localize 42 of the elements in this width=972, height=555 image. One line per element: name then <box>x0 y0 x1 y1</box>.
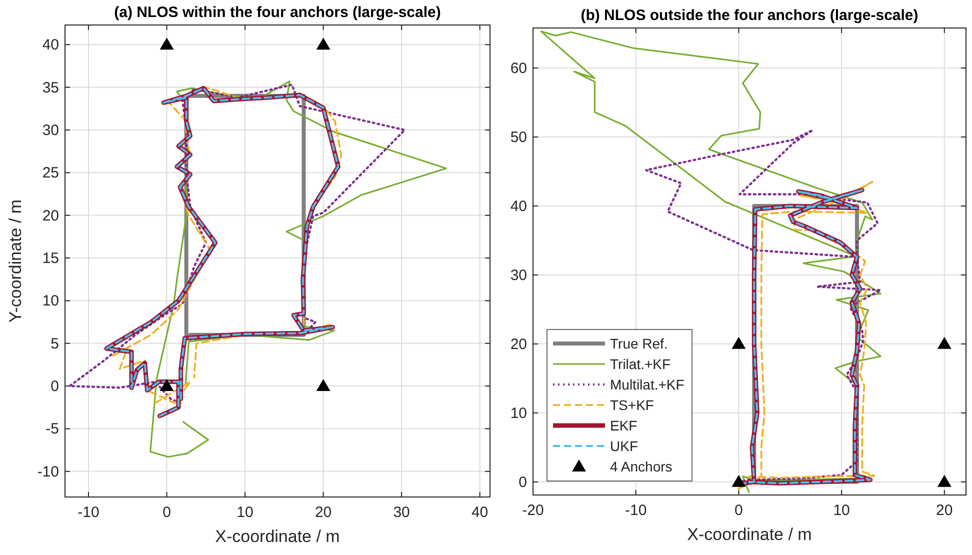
x-tick-label: 40 <box>471 504 488 521</box>
y-tick-label: 35 <box>42 79 59 96</box>
x-tick-label: 30 <box>393 504 410 521</box>
y-tick-label: 0 <box>518 474 527 491</box>
x-tick-label: -20 <box>522 502 544 519</box>
legend-label: Trilat.+KF <box>610 356 671 372</box>
y-tick-label: 15 <box>42 250 59 268</box>
y-tick-label: 25 <box>42 164 59 182</box>
chart-title: (b) NLOS outside the four anchors (large-scale) <box>580 7 918 24</box>
y-tick-label: 40 <box>510 198 527 215</box>
y-tick-label: 30 <box>510 266 527 284</box>
x-tick-label: -10 <box>78 504 100 521</box>
chart-title: (a) NLOS within the four anchors (large-scale) <box>114 4 441 21</box>
y-tick-label: 40 <box>42 36 59 54</box>
x-tick-label: 0 <box>162 504 171 521</box>
legend-label: TS+KF <box>610 397 654 413</box>
y-axis-title: Y-coordinate / m <box>6 199 25 323</box>
legend-label: Multilat.+KF <box>610 376 684 392</box>
y-tick-label: 20 <box>42 207 59 224</box>
y-tick-label: 10 <box>510 404 527 422</box>
x-axis-title: X-coordinate / m <box>215 527 340 546</box>
y-tick-label: 60 <box>510 60 527 78</box>
y-tick-label: -5 <box>46 420 59 438</box>
line-series <box>540 30 882 494</box>
x-tick-label: 0 <box>734 502 743 519</box>
legend-label: 4 Anchors <box>610 458 672 474</box>
x-tick-label: 10 <box>833 502 850 519</box>
x-tick-label: 20 <box>936 502 953 519</box>
x-tick-label: -10 <box>625 502 647 519</box>
y-tick-label: -10 <box>37 463 59 480</box>
x-tick-label: 20 <box>314 504 332 521</box>
y-tick-label: 30 <box>42 122 59 139</box>
x-axis-title: X-coordinate / m <box>687 525 812 544</box>
legend-label: True Ref. <box>610 336 668 352</box>
y-tick-label: 50 <box>510 128 527 146</box>
x-tick-label: 10 <box>236 504 254 521</box>
legend-label: EKF <box>610 418 638 434</box>
y-tick-label: 10 <box>42 292 59 310</box>
y-tick-label: 0 <box>50 378 59 396</box>
y-tick-label: 20 <box>510 336 527 353</box>
legend-label: UKF <box>610 438 638 454</box>
y-tick-label: 5 <box>50 335 59 352</box>
